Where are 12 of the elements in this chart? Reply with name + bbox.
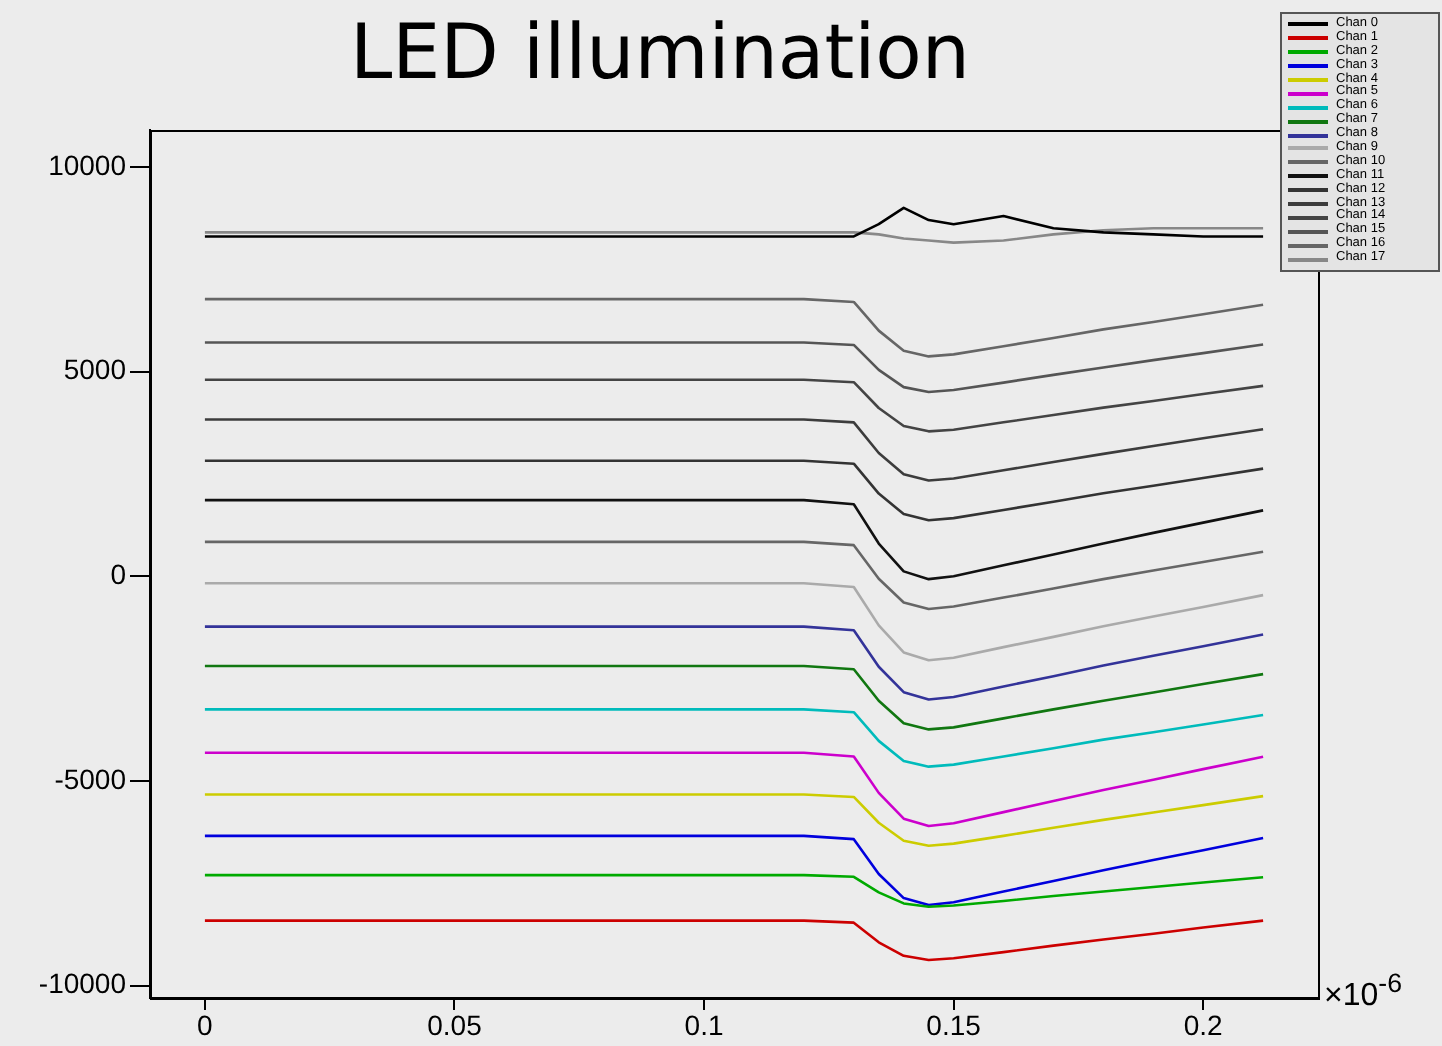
x-tick-label: 0.2 — [1183, 1008, 1224, 1041]
x-tick-label: 0.1 — [684, 1008, 724, 1041]
y-tick-label: 0 — [110, 558, 127, 590]
chart-title: LED illumination — [347, 8, 972, 96]
x-tick-label: 0.15 — [926, 1008, 982, 1041]
y-tick-label: -10000 — [38, 967, 127, 1000]
y-tick-label: 10000 — [48, 148, 127, 181]
y-tick-label: -5000 — [54, 762, 127, 795]
x-tick-label: 0.05 — [427, 1008, 483, 1041]
y-tick-label: 5000 — [63, 353, 127, 386]
x-axis-title: ×10$^{-6}$ — [1324, 968, 1402, 1015]
x-tick-label: 0 — [197, 1008, 214, 1041]
